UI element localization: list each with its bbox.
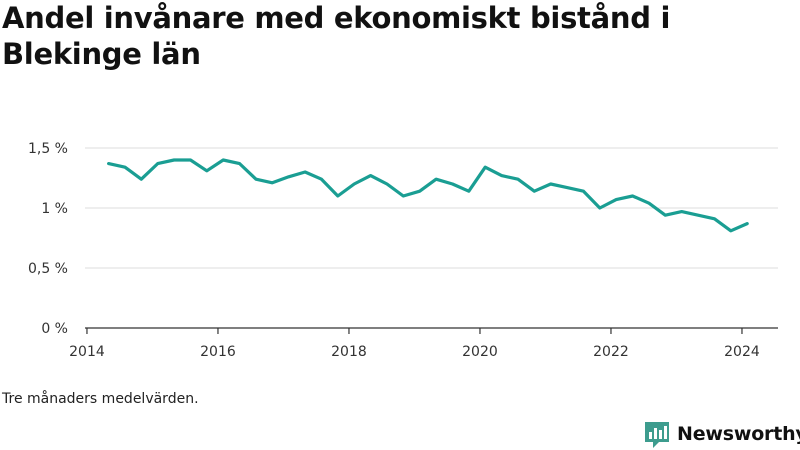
y-tick-label: 0 % — [41, 321, 68, 337]
x-tick-label: 2024 — [724, 344, 760, 360]
newsworthy-logo-icon — [645, 422, 669, 448]
x-tick-label: 2022 — [593, 344, 629, 360]
y-tick-label: 1,5 % — [28, 141, 68, 157]
x-axis-labels: 2014 2016 2018 2020 2022 2024 — [69, 344, 760, 360]
y-tick-label: 0,5 % — [28, 261, 68, 277]
y-tick-label: 1 % — [41, 201, 68, 217]
y-axis-labels: 0 % 0,5 % 1 % 1,5 % — [28, 141, 68, 337]
x-tick-label: 2018 — [331, 344, 367, 360]
x-tick-label: 2016 — [200, 344, 236, 360]
chart-title: Andel invånare med ekonomiskt bistånd i … — [2, 1, 671, 71]
brand-name: Newsworthy — [677, 423, 800, 445]
x-axis — [85, 327, 778, 334]
series-layer — [106, 158, 749, 233]
x-tick-label: 2014 — [69, 344, 105, 360]
grid-lines — [85, 147, 778, 269]
series-line-0 — [106, 158, 749, 233]
footnote: Tre månaders medelvärden. — [2, 391, 199, 407]
x-tick-label: 2020 — [462, 344, 498, 360]
brand-logo: Newsworthy — [643, 418, 800, 450]
